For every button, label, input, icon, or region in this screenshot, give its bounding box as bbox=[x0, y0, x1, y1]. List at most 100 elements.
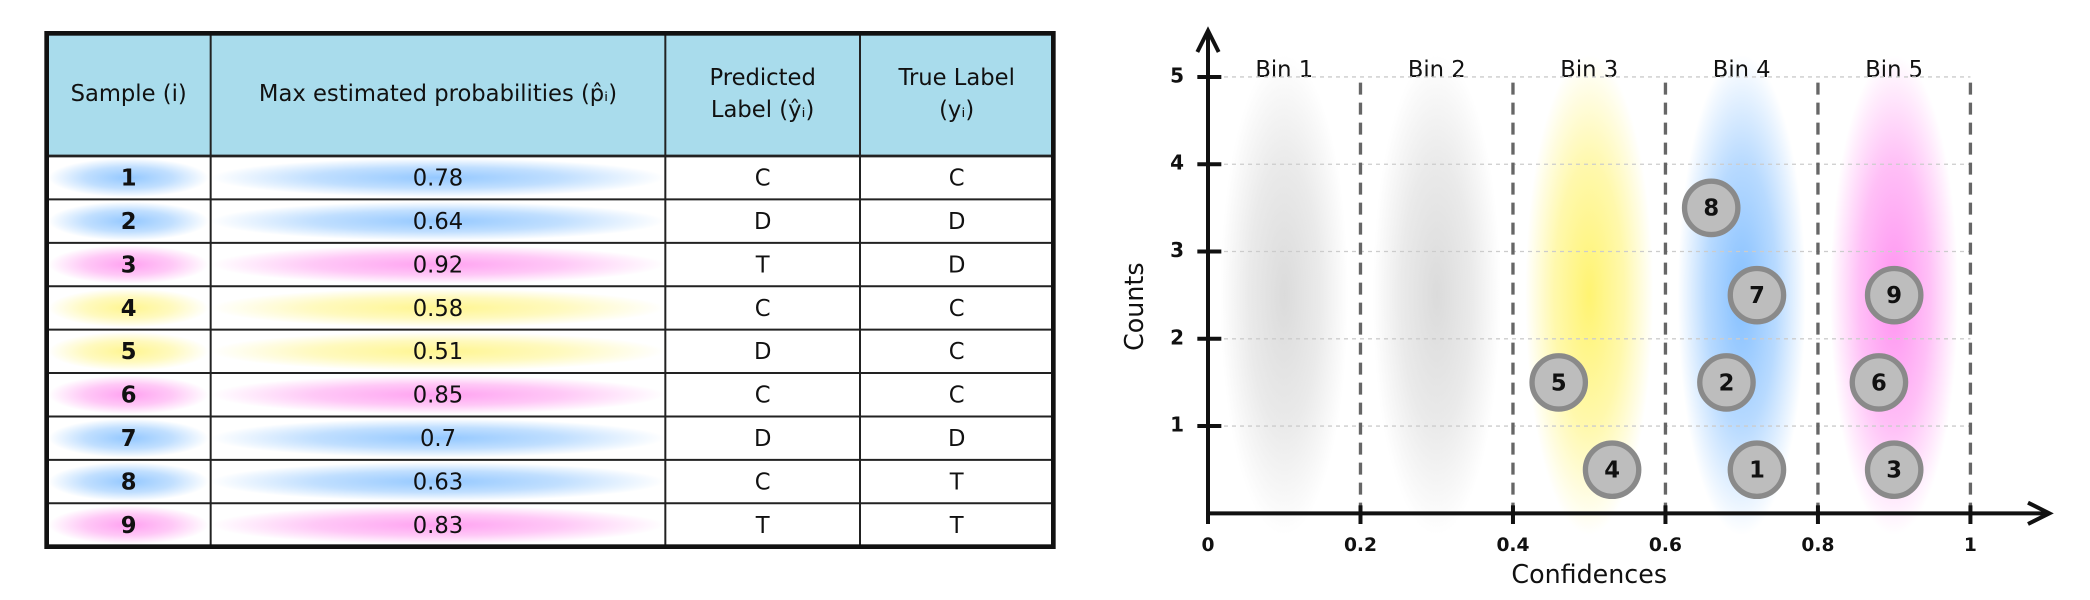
row-highlight bbox=[48, 331, 209, 371]
table-cell: 9 bbox=[121, 513, 137, 539]
table-cell: D bbox=[948, 209, 965, 235]
point bbox=[1727, 440, 1787, 500]
x-axis-label: Confidences bbox=[1511, 559, 1667, 589]
row-highlight bbox=[211, 418, 665, 458]
point-label: 3 bbox=[1886, 458, 1902, 484]
point bbox=[1681, 178, 1741, 238]
table-cell: D bbox=[948, 252, 965, 278]
table-cell: C bbox=[755, 469, 771, 495]
row-highlight bbox=[48, 158, 209, 198]
point-label: 6 bbox=[1871, 370, 1887, 396]
x-tick-label: 1 bbox=[1964, 535, 1977, 556]
table-cell: 3 bbox=[121, 252, 137, 278]
table-cell: C bbox=[949, 166, 965, 192]
table-header: Label (ŷᵢ) bbox=[711, 97, 814, 123]
bin-label: Bin 2 bbox=[1408, 57, 1466, 83]
row-highlight bbox=[48, 462, 209, 502]
point bbox=[1864, 440, 1924, 500]
y-tick-label: 4 bbox=[1170, 151, 1184, 175]
point-label: 7 bbox=[1749, 283, 1765, 309]
table-header: (yᵢ) bbox=[939, 97, 974, 123]
row-highlight bbox=[211, 375, 665, 415]
table-cell: D bbox=[754, 209, 771, 235]
row-highlight bbox=[48, 375, 209, 415]
table-header: True Label bbox=[897, 65, 1014, 91]
bin-label: Bin 5 bbox=[1865, 57, 1923, 83]
x-arrow bbox=[2027, 500, 2054, 526]
table-cell: D bbox=[754, 426, 771, 452]
table-cell: D bbox=[754, 339, 771, 365]
table-cell: D bbox=[948, 426, 965, 452]
table-cell: 1 bbox=[121, 166, 137, 192]
table-cell: T bbox=[949, 469, 964, 495]
row-highlight bbox=[48, 201, 209, 241]
y-tick-label: 5 bbox=[1170, 63, 1184, 87]
bin-label: Bin 3 bbox=[1560, 57, 1618, 83]
table-cell: 0.64 bbox=[413, 209, 463, 235]
y-tick-label: 1 bbox=[1170, 413, 1184, 437]
point-label: 1 bbox=[1749, 458, 1765, 484]
y-tick-label: 2 bbox=[1170, 325, 1184, 349]
table-cell: 0.92 bbox=[413, 252, 463, 278]
table-cell: 0.7 bbox=[420, 426, 456, 452]
point bbox=[1529, 353, 1589, 412]
table-header: Max estimated probabilities (p̂ᵢ) bbox=[259, 81, 617, 107]
row-highlight bbox=[211, 505, 665, 545]
table-cell: 0.85 bbox=[413, 383, 463, 409]
row-highlight bbox=[48, 244, 209, 285]
point-label: 4 bbox=[1604, 458, 1620, 484]
point bbox=[1697, 353, 1756, 412]
x-tick-label: 0.2 bbox=[1344, 535, 1377, 556]
row-highlight bbox=[211, 201, 665, 241]
row-highlight bbox=[211, 158, 665, 198]
point bbox=[1864, 265, 1924, 325]
table-cell: 2 bbox=[121, 209, 137, 235]
bin-label: Bin 4 bbox=[1713, 57, 1771, 83]
table-header: Predicted bbox=[709, 65, 815, 91]
table-cell: C bbox=[755, 296, 771, 322]
row-highlight bbox=[48, 418, 209, 458]
table-border bbox=[44, 31, 1056, 549]
point bbox=[1849, 353, 1909, 412]
row-highlight bbox=[211, 331, 665, 371]
table-cell: C bbox=[949, 296, 965, 322]
table-cell: 7 bbox=[121, 426, 137, 452]
table-cell: 6 bbox=[121, 383, 137, 409]
table-cell: T bbox=[755, 252, 770, 278]
point bbox=[1582, 440, 1642, 500]
point-label: 9 bbox=[1886, 283, 1902, 309]
bin-blob bbox=[1525, 55, 1654, 536]
table-cell: 0.63 bbox=[413, 469, 463, 495]
point bbox=[1727, 265, 1787, 325]
table-cell: T bbox=[755, 513, 770, 539]
bin-blob bbox=[1220, 55, 1349, 536]
row-highlight bbox=[211, 244, 665, 285]
y-axis-label: Counts bbox=[1119, 262, 1149, 350]
x-tick-label: 0.4 bbox=[1496, 535, 1529, 556]
row-highlight bbox=[48, 505, 209, 545]
x-tick-label: 0 bbox=[1202, 535, 1215, 556]
table-cell: T bbox=[949, 513, 964, 539]
point-label: 5 bbox=[1551, 370, 1567, 396]
row-highlight bbox=[211, 288, 665, 328]
point-label: 8 bbox=[1703, 196, 1719, 222]
table-header: Sample (i) bbox=[71, 81, 187, 107]
table-cell: C bbox=[755, 166, 771, 192]
table-cell: 0.78 bbox=[413, 166, 463, 192]
point-label: 2 bbox=[1719, 370, 1735, 396]
y-arrow bbox=[1195, 26, 1221, 53]
row-highlight bbox=[211, 462, 665, 502]
table-cell: C bbox=[949, 383, 965, 409]
x-tick-label: 0.6 bbox=[1649, 535, 1682, 556]
table-cell: 8 bbox=[121, 469, 137, 495]
table-header-bg bbox=[46, 33, 1054, 157]
y-tick-label: 3 bbox=[1170, 238, 1184, 262]
table-cell: C bbox=[949, 339, 965, 365]
table-cell: 0.83 bbox=[413, 513, 463, 539]
table-cell: 4 bbox=[121, 296, 137, 322]
row-highlight bbox=[48, 288, 209, 328]
bin-blob bbox=[1372, 55, 1501, 536]
x-tick-label: 0.8 bbox=[1801, 535, 1834, 556]
